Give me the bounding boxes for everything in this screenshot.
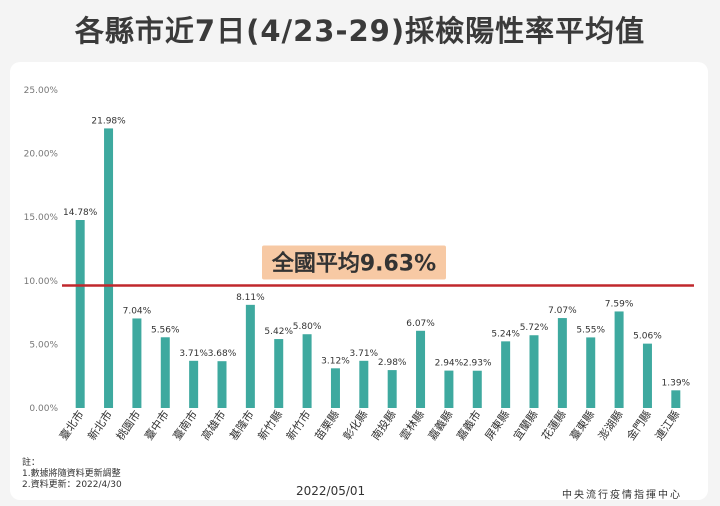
y-tick-label: 15.00% <box>24 213 59 223</box>
chart-title: 各縣市近7日(4/23-29)採檢陽性率平均值 <box>74 14 646 48</box>
bar <box>387 370 397 408</box>
bar-series <box>75 128 681 408</box>
bar <box>217 361 227 408</box>
bar-value-label: 14.78% <box>63 208 98 218</box>
bar-value-label: 7.07% <box>548 306 577 316</box>
x-tick-label: 澎湖縣 <box>596 408 626 442</box>
bar <box>359 360 369 408</box>
bar <box>671 390 681 408</box>
bar <box>444 370 454 408</box>
note-heading: 註： <box>22 458 41 468</box>
bar-value-label: 7.04% <box>123 306 152 316</box>
bar <box>557 318 567 408</box>
bar-value-label: 5.24% <box>491 329 520 339</box>
footer-date: 2022/05/01 <box>296 484 366 498</box>
bar-value-label: 7.59% <box>605 299 634 309</box>
bar <box>189 360 199 408</box>
bar-value-label: 5.55% <box>576 325 605 335</box>
x-tick-label: 花蓮縣 <box>538 408 568 443</box>
bar-value-label: 5.42% <box>264 327 293 337</box>
y-tick-label: 10.00% <box>24 277 59 287</box>
bar <box>274 339 284 408</box>
bar-value-label: 2.94% <box>435 359 464 369</box>
bar <box>245 304 255 408</box>
x-tick-label: 新北市 <box>85 408 115 443</box>
value-labels: 14.78%21.98%7.04%5.56%3.71% 3.68%8.11%5.4… <box>63 116 691 388</box>
bar-value-label: 2.93% <box>463 359 492 369</box>
x-tick-label: 南投縣 <box>368 408 398 443</box>
bar <box>416 330 426 408</box>
x-tick-label: 新竹市 <box>283 408 313 443</box>
x-tick-label: 連江縣 <box>652 408 682 443</box>
y-tick-label: 25.00% <box>24 86 59 96</box>
chart-card <box>10 62 708 500</box>
bar-value-label: 8.11% <box>236 293 265 303</box>
bar-value-label: 3.68% <box>208 349 237 359</box>
bar <box>501 341 511 408</box>
x-tick-label: 嘉義縣 <box>425 408 455 443</box>
bar <box>132 318 142 408</box>
y-tick-label: 5.00% <box>29 340 58 350</box>
bar-value-label: 6.07% <box>406 319 435 329</box>
x-tick-label: 宜蘭縣 <box>510 408 540 443</box>
bar <box>302 334 312 408</box>
bar-value-label: 5.80% <box>293 322 322 332</box>
bar-value-label: 5.06% <box>633 332 662 342</box>
bar-value-label: 21.98% <box>91 116 126 126</box>
bar <box>75 219 85 408</box>
x-tick-label: 高雄市 <box>198 408 228 443</box>
x-tick-label: 嘉義市 <box>453 408 483 443</box>
bar-value-label: 3.71% <box>350 349 379 359</box>
x-tick-label: 臺中市 <box>141 408 171 443</box>
x-tick-label: 屏東縣 <box>483 408 513 442</box>
bar-value-label: 1.39% <box>662 378 691 388</box>
average-label-box <box>262 245 446 280</box>
x-axis-labels: 臺北市新北市桃園市臺中市臺南市高雄市基隆市新竹縣新竹市苗栗縣彰化縣南投縣雲林縣嘉… <box>56 408 682 443</box>
note-line-2: 2.資料更新：2022/4/30 <box>22 480 122 490</box>
x-tick-label: 臺南市 <box>170 408 200 443</box>
bar <box>642 343 652 408</box>
bar <box>586 337 596 408</box>
bar-value-label: 3.12% <box>321 356 350 366</box>
y-tick-label: 20.00% <box>24 150 59 160</box>
y-tick-label: 0.00% <box>29 404 58 414</box>
x-tick-label: 彰化縣 <box>340 408 370 443</box>
bar-value-label: 5.72% <box>520 323 549 333</box>
x-tick-label: 基隆市 <box>226 408 256 443</box>
x-tick-label: 臺東縣 <box>567 408 597 443</box>
bar-value-label: 5.56% <box>151 325 180 335</box>
note-line-1: 1.數據將隨資料更新調整 <box>22 469 121 479</box>
bar <box>104 128 114 408</box>
x-tick-label: 新竹縣 <box>255 408 285 443</box>
x-tick-label: 臺北市 <box>56 408 86 443</box>
x-tick-label: 桃園市 <box>113 408 143 443</box>
x-tick-label: 雲林縣 <box>397 408 427 443</box>
bar <box>472 370 482 408</box>
bar <box>614 311 624 408</box>
bar <box>529 335 539 408</box>
bar <box>330 368 340 408</box>
x-tick-label: 苗栗縣 <box>312 408 342 442</box>
average-line-group: 全國平均9.63% <box>62 245 694 287</box>
bar <box>160 337 170 408</box>
average-label: 全國平均9.63% <box>271 251 436 277</box>
bar-value-label: 2.98% <box>378 358 407 368</box>
y-axis: 0.00% 5.00% 10.00% 15.00% 20.00% 25.00% <box>24 86 59 414</box>
x-tick-label: 金門縣 <box>624 408 654 443</box>
bar-value-label: 3.71% <box>179 349 208 359</box>
footer-organization: 中央流行疫情指揮中心 <box>562 490 682 501</box>
